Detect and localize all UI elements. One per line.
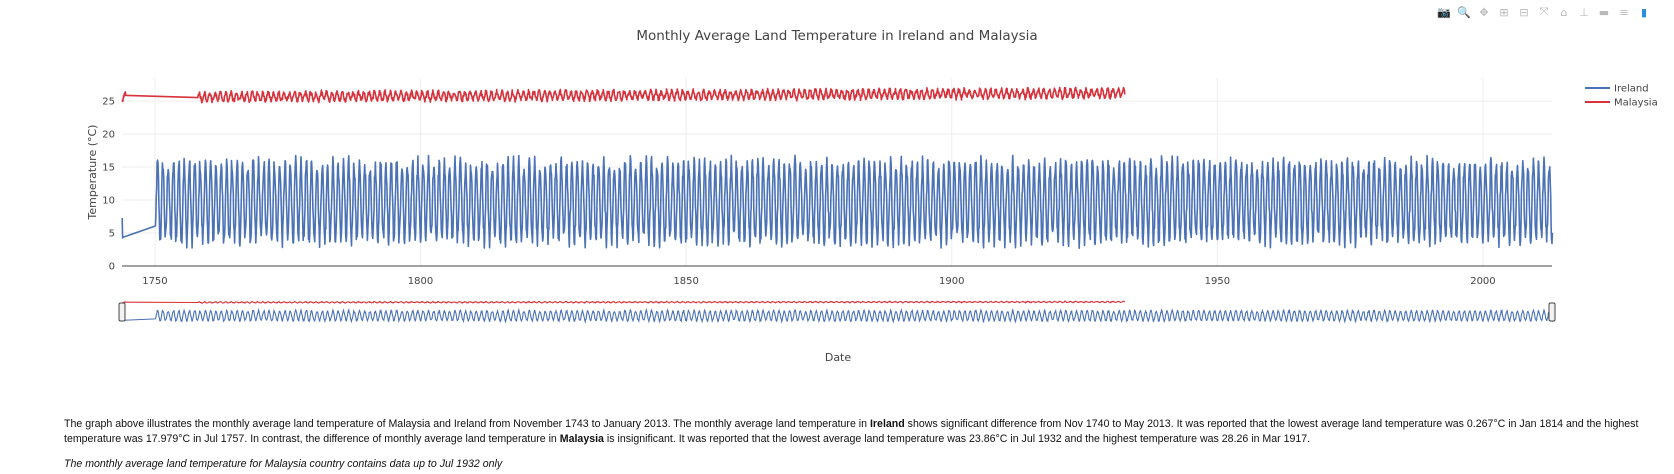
y-tick-label: 0: [109, 262, 115, 273]
description-part-1: The graph above illustrates the monthly …: [64, 418, 870, 430]
range-slider-handle-right[interactable]: [1548, 302, 1556, 322]
spike-lines-icon[interactable]: ⊥: [1579, 5, 1589, 19]
hover-compare-icon[interactable]: ≡: [1619, 5, 1629, 19]
series-line-ireland[interactable]: [121, 154, 1554, 249]
range-slider-line-malaysia: [121, 300, 1126, 304]
country-ireland: Ireland: [869, 418, 905, 430]
legend-item-ireland[interactable]: Ireland: [1585, 84, 1649, 95]
y-tick-label: 5: [109, 229, 115, 240]
zoom-out-icon[interactable]: ⊟: [1519, 5, 1529, 19]
zoom-icon[interactable]: 🔍: [1457, 5, 1471, 19]
autoscale-icon[interactable]: ⤧: [1539, 5, 1549, 18]
legend-label: Ireland: [1614, 84, 1649, 95]
series-layer: [121, 86, 1554, 249]
x-tick-label: 1950: [1205, 276, 1230, 287]
data-note: The monthly average land temperature for…: [64, 458, 503, 470]
x-tick-label: 1900: [939, 276, 964, 287]
x-axis: 1750 1800 1850 1900 1950 2000: [122, 265, 1552, 287]
pan-icon[interactable]: ✥: [1479, 5, 1489, 19]
range-slider[interactable]: [118, 300, 1556, 324]
series-line-malaysia[interactable]: [121, 86, 1126, 104]
line-chart: 1750 1800 1850 1900 1950 2000 0 5 10 15 20 25 Mont…: [86, 28, 1658, 364]
description-part-2: shows significant difference from Nov 17…: [64, 418, 1639, 445]
description-part-3: is insignificant. It was reported that t…: [603, 433, 1311, 445]
description: The graph above illustrates the monthly …: [64, 417, 1639, 447]
x-tick-label: 1750: [142, 276, 167, 287]
range-slider-line-ireland: [121, 307, 1553, 324]
camera-icon[interactable]: 📷: [1437, 5, 1451, 19]
y-axis: 0 5 10 15 20 25: [102, 97, 115, 273]
x-tick-label: 2000: [1470, 276, 1495, 287]
y-tick-label: 10: [102, 196, 115, 207]
x-tick-label: 1800: [408, 276, 433, 287]
range-slider-handle-left[interactable]: [118, 302, 126, 322]
hover-closest-icon[interactable]: ▬: [1598, 5, 1610, 19]
y-tick-label: 15: [102, 163, 115, 174]
chart-title: Monthly Average Land Temperature in Irel…: [636, 28, 1037, 44]
country-malaysia: Malaysia: [559, 433, 604, 445]
modebar: 📷 🔍 ✥ ⊞ ⊟ ⤧ ⌂ ⊥ ▬ ≡ ▮: [1436, 4, 1652, 20]
legend-item-malaysia[interactable]: Malaysia: [1585, 98, 1658, 109]
legend[interactable]: Ireland Malaysia: [1585, 84, 1658, 109]
legend-label: Malaysia: [1614, 98, 1658, 109]
y-tick-label: 20: [102, 130, 115, 141]
y-tick-label: 25: [102, 97, 115, 108]
y-axis-label: Temperature (°C): [86, 125, 99, 221]
reset-axes-icon[interactable]: ⌂: [1560, 5, 1568, 19]
plotly-logo-icon[interactable]: ▮: [1640, 5, 1648, 19]
x-axis-label: Date: [825, 351, 852, 364]
x-tick-label: 1850: [673, 276, 698, 287]
zoom-in-icon[interactable]: ⊞: [1499, 5, 1509, 19]
